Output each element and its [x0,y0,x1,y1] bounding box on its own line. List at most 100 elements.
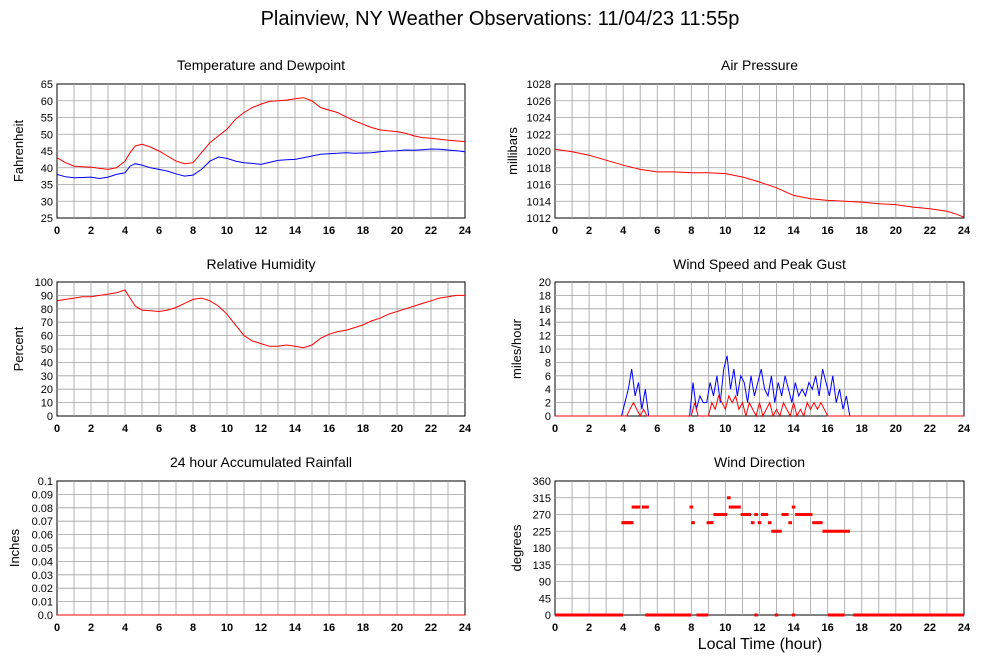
rain-xtick-label: 6 [156,622,162,634]
rain-xtick-label: 14 [289,622,302,634]
humidity-xtick-label: 14 [289,423,302,435]
direction-point [764,513,769,516]
direction-point [819,521,823,525]
direction-point [629,521,634,525]
direction-point [733,505,738,509]
humidity-chart: Relative HumidityPercent0102030405060708… [11,256,472,435]
temp-xtick-label: 8 [190,225,196,237]
humidity-xtick-label: 24 [459,423,472,435]
direction-zero-run [791,613,796,617]
pressure-xtick-label: 24 [958,225,971,237]
pressure-chart: Air Pressuremillibars1012101410161018102… [505,57,971,237]
temp-xtick-label: 16 [323,225,335,237]
direction-zero-run [827,613,845,617]
pressure-ytick-label: 1024 [527,113,551,125]
direction-point [713,513,717,516]
rain-ytick-label: 0.04 [32,556,53,568]
direction-zero-run [645,613,692,617]
temp-series-line [56,97,466,170]
direction-ytick-label: 135 [533,560,551,572]
rain-xtick-label: 24 [459,622,472,634]
temp-ytick-label: 50 [41,129,53,141]
direction-zero-run [555,613,624,617]
rain-ytick-label: 0.08 [32,503,53,515]
wind-ytick-label: 8 [545,357,551,369]
wind-ytick-label: 14 [539,317,551,329]
temp-xtick-label: 14 [289,225,302,237]
temp-xtick-label: 4 [122,225,129,237]
direction-point [636,505,641,509]
wind-title: Wind Speed and Peak Gust [673,256,846,272]
direction-point [781,513,786,516]
wind-ytick-label: 18 [539,290,551,302]
wind-ytick-label: 2 [545,398,551,410]
wind-xtick-label: 22 [924,423,936,435]
direction-xtick-label: 6 [654,622,660,634]
temp-xtick-label: 20 [391,225,403,237]
direction-chart: Wind Directiondegrees0459013518022527031… [509,454,971,634]
rain-xtick-label: 16 [323,622,335,634]
wind-ytick-label: 4 [545,384,551,396]
direction-ytick-label: 360 [533,476,551,488]
direction-point [727,496,731,500]
temp-xtick-label: 10 [221,225,233,237]
page-title: Plainview, NY Weather Observations: 11/0… [260,8,740,30]
wind-xtick-label: 24 [958,423,971,435]
pressure-ytick-label: 1012 [527,213,551,225]
pressure-xtick-label: 16 [822,225,834,237]
direction-xtick-label: 20 [890,622,902,634]
wind-xtick-label: 18 [856,423,868,435]
pressure-ytick-label: 1018 [527,163,551,175]
rain-ytick-label: 0.07 [32,516,53,528]
pressure-title: Air Pressure [721,57,798,73]
temp-chart: Temperature and Dewpoint Fahrenheit 25 30 35… [11,57,472,237]
direction-zero-run [754,613,758,617]
wind-ytick-label: 6 [545,371,551,383]
direction-point [771,529,775,533]
humidity-ytick-label: 40 [41,357,53,369]
direction-point [839,529,844,533]
direction-point [723,513,728,516]
direction-point [706,521,711,525]
direction-point [805,513,810,516]
direction-point [778,529,782,533]
rain-ytick-label: 0.01 [32,597,53,609]
humidity-ytick-label: 20 [41,384,53,396]
temp-xtick-label: 0 [54,225,60,237]
direction-point [825,529,830,533]
wind-ytick-label: 10 [539,344,551,356]
rain-title: 24 hour Accumulated Rainfall [170,454,352,470]
direction-ylabel: degrees [509,524,524,571]
direction-zero-run [774,613,779,617]
direction-ytick-label: 225 [533,526,551,538]
wind-xtick-label: 16 [822,423,834,435]
direction-xtick-label: 10 [719,622,731,634]
temp-series-line [56,148,466,180]
pressure-xtick-label: 12 [753,225,765,237]
humidity-ytick-label: 80 [41,304,53,316]
temp-ytick-label: 60 [41,96,53,108]
wind-ylabel: miles/hour [509,318,524,379]
direction-point [791,505,796,509]
direction-point [641,505,646,509]
direction-point [808,513,813,516]
wind-ytick-label: 0 [545,411,551,423]
temp-ytick-label: 40 [41,163,53,175]
temp-xtick-label: 2 [88,225,94,237]
humidity-xtick-label: 16 [323,423,335,435]
rain-xtick-label: 8 [190,622,196,634]
temp-ylabel: Fahrenheit [11,120,26,183]
direction-point [716,513,721,516]
direction-point [709,521,714,525]
direction-xtick-label: 18 [856,622,868,634]
humidity-ytick-label: 0 [47,411,53,423]
pressure-ytick-label: 1026 [527,96,551,108]
temp-ytick-label: 55 [41,113,53,125]
direction-point [836,529,840,533]
direction-point [645,505,649,509]
rain-xtick-label: 12 [255,622,267,634]
direction-point [802,513,806,516]
direction-xtick-label: 4 [620,622,627,634]
direction-zero-run [696,613,709,617]
